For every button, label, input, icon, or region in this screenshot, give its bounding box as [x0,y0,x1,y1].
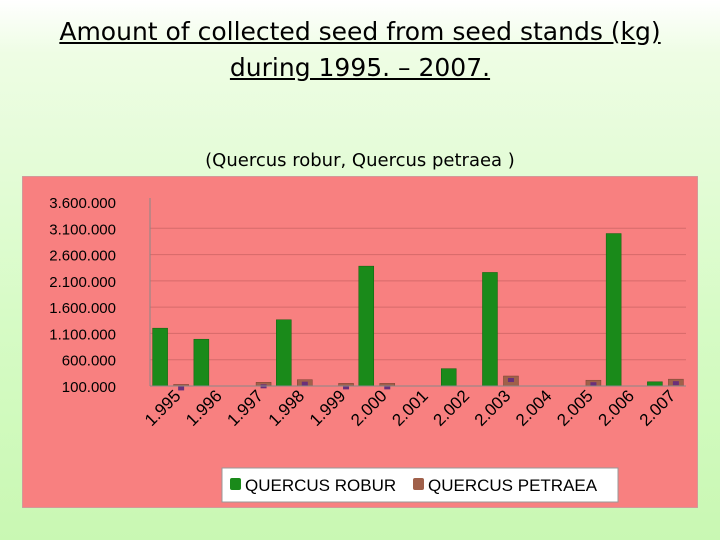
chart: 3.600.000 3.100.000 2.600.000 2.100.000 1.60… [22,176,698,508]
legend-swatch-petraea [413,478,424,490]
legend-label-petraea: QUERCUS PETRAEA [428,476,598,495]
bars [152,233,684,391]
legend-label-robur: QUERCUS ROBUR [245,476,396,495]
bar-quercus-robur [358,265,375,387]
legend: QUERCUS ROBUR QUERCUS PETRAEA [221,467,619,503]
bar-quercus-petraea-marker [672,381,679,386]
y-tick-label: 2.100.000 [49,274,116,291]
bar-quercus-robur [482,272,498,387]
y-tick-label: 100.000 [62,379,116,396]
bar-quercus-robur [647,381,663,387]
bar-quercus-robur [193,338,210,387]
y-tick-label: 600.000 [62,353,116,370]
bar-quercus-robur [276,319,292,387]
title-line-2: during 1995. – 2007. [229,53,491,82]
bar-quercus-petraea-marker [507,378,514,383]
chart-subtitle: (Quercus robur, Quercus petraea ) [205,150,515,171]
bar-quercus-petraea-marker [384,385,391,390]
bar-quercus-robur [152,327,168,387]
y-axis-ticks: 3.600.000 3.100.000 2.600.000 2.100.000 1.60… [49,195,116,396]
y-tick-label: 1.100.000 [49,326,116,343]
y-tick-label: 1.600.000 [49,300,116,317]
bar-quercus-petraea-marker [590,382,597,387]
title-line-1: Amount of collected seed from seed stand… [59,17,661,46]
legend-swatch-robur [230,478,241,490]
y-tick-label: 3.600.000 [49,195,116,212]
bar-quercus-robur [440,368,457,387]
axes [149,198,686,387]
bar-quercus-petraea-marker [343,385,350,390]
y-tick-label: 3.100.000 [49,221,116,238]
gridlines [150,227,686,361]
bar-quercus-robur [605,233,622,387]
bar-quercus-petraea-marker [178,386,185,391]
bar-quercus-petraea-marker [301,381,308,386]
y-tick-label: 2.600.000 [49,248,116,265]
slide-title: Amount of collected seed from seed stand… [20,14,700,86]
